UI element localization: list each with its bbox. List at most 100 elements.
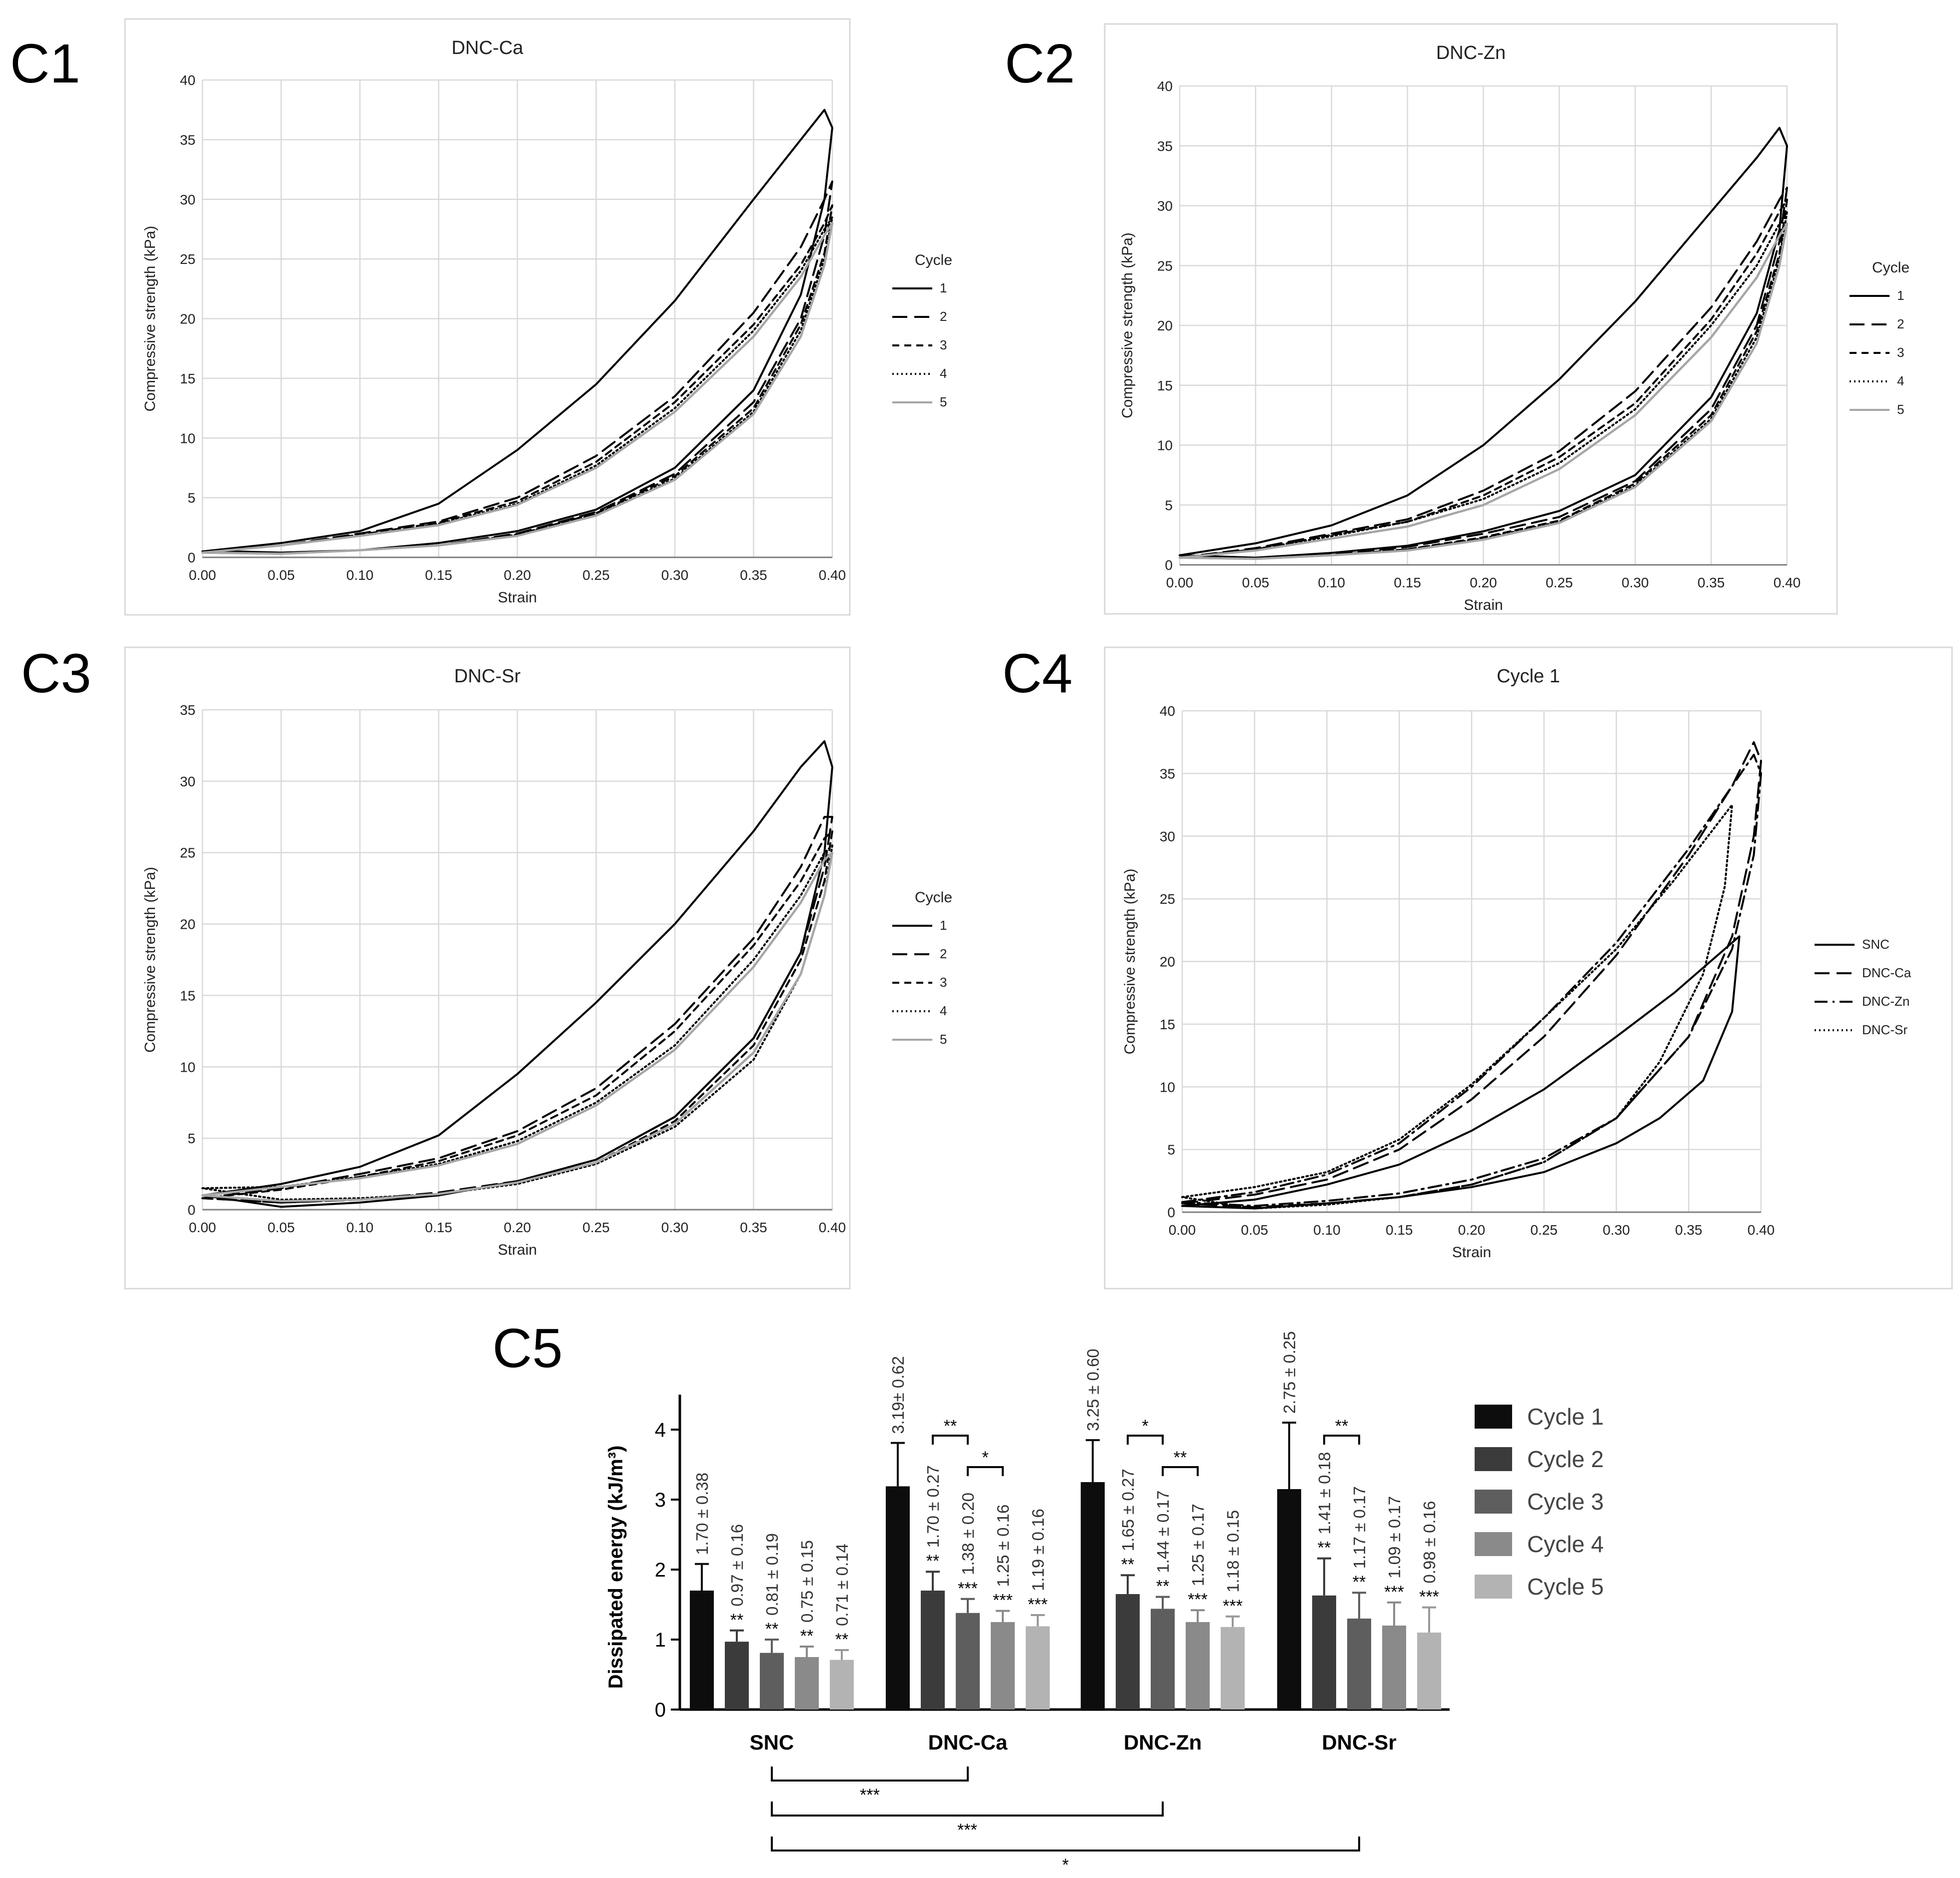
- category-label: DNC-Ca: [928, 1731, 1008, 1754]
- panel-label: C4: [1002, 643, 1073, 704]
- significance-bracket: [932, 1435, 969, 1445]
- legend-swatch: [1475, 1447, 1512, 1471]
- bar: [830, 1660, 854, 1710]
- x-tick-label: 0.20: [1470, 575, 1497, 590]
- y-tick-label: 20: [180, 917, 195, 932]
- y-tick-label: 10: [1157, 438, 1173, 453]
- bar: [956, 1613, 980, 1710]
- significance-label: **: [944, 1417, 957, 1436]
- legend-entry: Cycle 3: [1527, 1489, 1604, 1515]
- bar-value-label: 0.71 ± 0.14: [833, 1544, 851, 1626]
- x-tick-label: 0.35: [1675, 1222, 1703, 1238]
- significance-stars: ***: [1028, 1595, 1048, 1614]
- x-tick-label: 0.20: [504, 1220, 531, 1235]
- category-label: DNC-Sr: [1322, 1731, 1396, 1754]
- bar: [1312, 1595, 1336, 1710]
- x-tick-label: 0.00: [189, 567, 216, 583]
- legend-entry: 2: [940, 309, 947, 324]
- legend-entry: Cycle 1: [1527, 1404, 1604, 1430]
- significance-stars: **: [1156, 1577, 1169, 1596]
- series-line-1: [1179, 126, 1788, 559]
- y-tick-label: 40: [1160, 703, 1175, 719]
- legend-title: Cycle: [915, 889, 952, 906]
- x-tick-label: 0.40: [819, 567, 846, 583]
- x-tick-label: 0.25: [582, 1220, 610, 1235]
- bar: [921, 1591, 945, 1710]
- y-axis-label: Compressive strength (kPa): [1122, 869, 1138, 1055]
- bar-value-label: 1.19 ± 0.16: [1029, 1509, 1047, 1591]
- category-label: SNC: [750, 1731, 794, 1754]
- significance-bracket: [771, 1837, 1360, 1852]
- significance-stars: ***: [993, 1591, 1013, 1610]
- x-tick-label: 0.00: [189, 1220, 216, 1235]
- y-tick-label: 15: [180, 988, 195, 1003]
- series-line-dnc-zn: [1181, 753, 1762, 1207]
- y-tick-label: 30: [180, 192, 195, 207]
- y-tick-label: 5: [187, 1131, 195, 1146]
- panel-label: C2: [1005, 33, 1075, 94]
- legend-entry: Cycle 5: [1527, 1574, 1604, 1600]
- significance-stars: **: [926, 1552, 939, 1571]
- x-tick-label: 0.20: [504, 567, 531, 583]
- bar-value-label: 0.75 ± 0.15: [798, 1540, 816, 1623]
- y-tick-label: 30: [1157, 198, 1173, 214]
- significance-bracket: [771, 1767, 969, 1782]
- bar-value-label: 0.81 ± 0.19: [763, 1533, 781, 1616]
- y-axis-label: Dissipated energy (kJ/m³): [605, 1446, 627, 1689]
- x-axis-label: Strain: [498, 1242, 537, 1258]
- bar-value-label: 3.19± 0.62: [889, 1356, 907, 1434]
- y-tick-label: 25: [1160, 891, 1175, 907]
- bar: [1026, 1626, 1050, 1710]
- significance-label: *: [982, 1448, 988, 1467]
- x-tick-label: 0.25: [582, 567, 610, 583]
- bar: [795, 1657, 819, 1710]
- y-tick-label: 20: [1160, 954, 1175, 970]
- bar: [1081, 1482, 1105, 1710]
- y-tick-label: 3: [655, 1489, 666, 1511]
- x-tick-label: 0.15: [425, 1220, 452, 1235]
- bar-value-label: 3.25 ± 0.60: [1084, 1349, 1102, 1431]
- x-axis-label: Strain: [1464, 597, 1503, 613]
- bar: [1151, 1609, 1175, 1710]
- series-line-1: [201, 108, 833, 554]
- significance-bracket: [1162, 1466, 1199, 1476]
- chart-c4: 0 5 10 15 20 25 30 35 40 0.00 0.05 0.10 0.15 0.20 0.25…: [1002, 643, 1953, 1290]
- y-tick-label: 10: [1160, 1079, 1175, 1095]
- significance-label: ***: [957, 1821, 977, 1840]
- y-tick-label: 10: [180, 1059, 195, 1075]
- y-tick-label: 20: [180, 311, 195, 327]
- bar-value-label: 1.25 ± 0.17: [1189, 1504, 1207, 1586]
- y-tick-label: 4: [655, 1419, 666, 1441]
- legend-swatch: [1475, 1490, 1512, 1514]
- chart-title: DNC-Zn: [1436, 42, 1506, 63]
- chart-c5: C5 0 1 2 3 4 Dissipated energy (kJ/m³) SNC DNC-C…: [492, 1318, 1604, 1875]
- y-tick-label: 25: [180, 251, 195, 267]
- series-line-2: [201, 816, 833, 1204]
- x-tick-label: 0.05: [1242, 575, 1270, 590]
- y-tick-label: 25: [1157, 258, 1173, 273]
- y-tick-label: 0: [1167, 1205, 1175, 1220]
- significance-stars: **: [800, 1627, 813, 1646]
- y-tick-label: 5: [1165, 497, 1173, 513]
- bar: [1277, 1489, 1301, 1710]
- legend-entry: 4: [940, 1003, 947, 1018]
- legend-entry: SNC: [1862, 937, 1890, 952]
- significance-label: *: [1062, 1856, 1069, 1875]
- bar: [1186, 1622, 1210, 1710]
- bar-value-label: 2.75 ± 0.25: [1280, 1331, 1299, 1414]
- significance-stars: **: [835, 1630, 848, 1649]
- bar-value-label: 1.41 ± 0.18: [1315, 1452, 1334, 1535]
- x-tick-label: 0.25: [1531, 1222, 1558, 1238]
- x-tick-label: 0.30: [1603, 1222, 1630, 1238]
- bar-value-label: 1.18 ± 0.15: [1224, 1510, 1242, 1593]
- significance-bracket: [1323, 1435, 1360, 1445]
- y-tick-label: 35: [180, 132, 195, 147]
- legend-swatch: [1475, 1532, 1512, 1556]
- panel-frame: [1104, 646, 1953, 1290]
- legend-entry: Cycle 2: [1527, 1446, 1604, 1472]
- y-axis-label: Compressive strength (kPa): [142, 226, 158, 412]
- series-line-2: [1179, 186, 1788, 560]
- legend-entry: 1: [1897, 288, 1904, 303]
